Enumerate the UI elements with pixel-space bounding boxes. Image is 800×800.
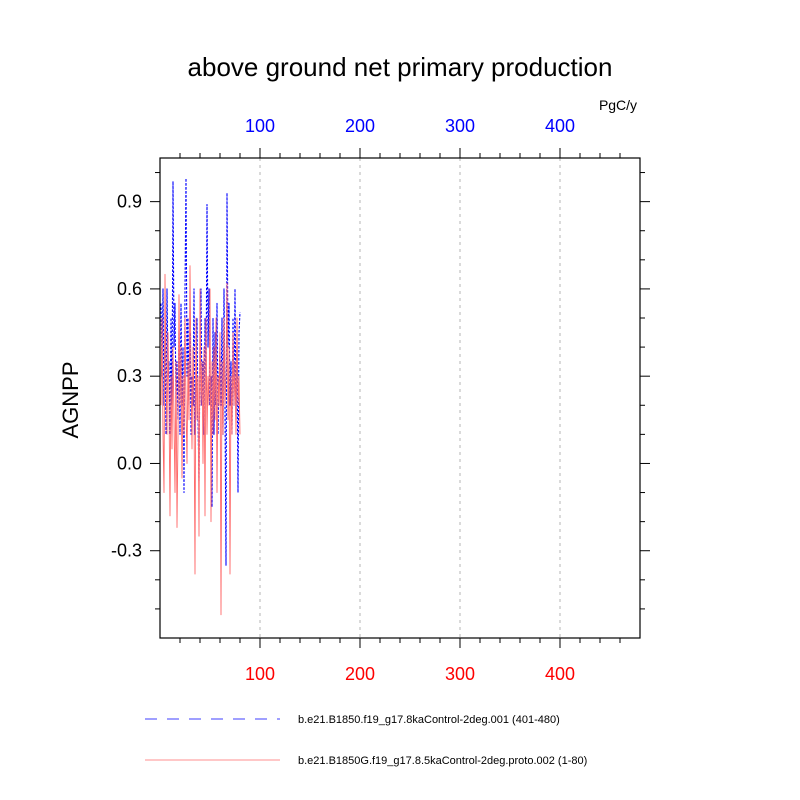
x-tick-label-bottom: 100: [245, 664, 275, 684]
y-tick-label: -0.3: [111, 541, 142, 561]
legend-label-series-1: b.e21.B1850.f19_g17.8kaControl-2deg.001 …: [298, 714, 560, 726]
x-tick-label-top: 200: [345, 116, 375, 136]
legend: b.e21.B1850.f19_g17.8kaControl-2deg.001 …: [145, 714, 587, 767]
legend-label-series-2: b.e21.B1850G.f19_g17.8.5kaControl-2deg.p…: [298, 755, 587, 767]
tick-labels: 100 100 200 200 300 300 400 400 -0.3 0.0 0.3 0.6 0.9: [111, 116, 575, 684]
series-line-2: [160, 265, 241, 616]
x-tick-label-bottom: 400: [545, 664, 575, 684]
units-label: PgC/y: [599, 97, 637, 113]
x-tick-label-top: 300: [445, 116, 475, 136]
y-tick-label: 0.3: [117, 366, 142, 386]
x-tick-label-top: 400: [545, 116, 575, 136]
x-tick-label-bottom: 200: [345, 664, 375, 684]
x-tick-label-bottom: 300: [445, 664, 475, 684]
y-axis-label: AGNPP: [58, 361, 83, 438]
x-tick-label-top: 100: [245, 116, 275, 136]
plot-frame: [159, 157, 641, 639]
axis-ticks: [150, 148, 650, 648]
y-tick-label: 0.9: [117, 192, 142, 212]
y-tick-label: 0.6: [117, 279, 142, 299]
grid-lines: [259, 158, 561, 638]
chart-title: above ground net primary production: [188, 52, 613, 82]
y-tick-label: 0.0: [117, 453, 142, 473]
series-layer: [160, 177, 241, 616]
